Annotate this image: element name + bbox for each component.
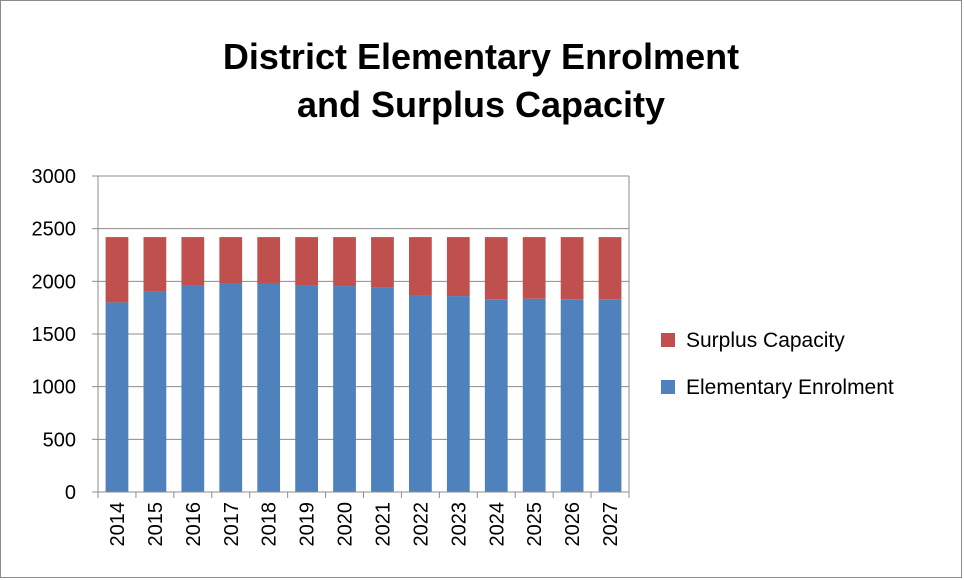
y-tick-label-2000: 2000 <box>32 271 77 293</box>
bar-surplus-2019 <box>295 237 318 286</box>
grid-lines <box>98 175 629 440</box>
bar-surplus-2024 <box>484 237 508 300</box>
y-tick-label-3000: 3000 <box>32 166 77 188</box>
bar-enrolment-2020 <box>333 286 356 492</box>
x-tick-label-2014: 2014 <box>107 502 129 547</box>
x-tick-label-2027: 2027 <box>600 502 622 547</box>
bar-surplus-2025 <box>522 237 546 299</box>
x-tick-label-2020: 2020 <box>335 502 357 547</box>
bars <box>105 237 622 492</box>
x-tick-label-2015: 2015 <box>145 502 167 547</box>
bar-surplus-2026 <box>560 237 584 300</box>
legend-surplus-label: Surplus Capacity <box>686 329 845 352</box>
y-tick-labels: 0 500 1000 1500 2000 2500 3000 <box>32 166 77 504</box>
x-tick-label-2019: 2019 <box>297 502 319 547</box>
y-tick-label-500: 500 <box>43 429 76 451</box>
x-tick-label-2023: 2023 <box>448 502 470 547</box>
axes <box>92 175 630 498</box>
bar-surplus-2022 <box>409 237 432 296</box>
bar-surplus-2018 <box>257 237 281 284</box>
x-tick-label-2021: 2021 <box>372 502 394 547</box>
bar-surplus-2017 <box>219 237 243 284</box>
x-tick-label-2016: 2016 <box>183 502 205 547</box>
x-tick-label-2025: 2025 <box>524 502 546 547</box>
bar-enrolment-2023 <box>446 296 470 492</box>
legend: Surplus Capacity Elementary Enrolment <box>661 329 894 399</box>
bar-enrolment-2017 <box>219 283 243 492</box>
bar-enrolment-2014 <box>105 302 129 492</box>
bar-surplus-2027 <box>598 237 622 300</box>
chart-title-line-2: and Surplus Capacity <box>296 84 666 125</box>
legend-enrolment-label: Elementary Enrolment <box>686 376 894 399</box>
bar-surplus-2014 <box>105 237 129 303</box>
x-tick-label-2018: 2018 <box>259 502 281 547</box>
bar-enrolment-2025 <box>522 298 546 492</box>
bar-enrolment-2019 <box>295 285 318 492</box>
chart-title: District Elementary Enrolment and Surplu… <box>121 33 841 129</box>
bar-enrolment-2018 <box>257 283 281 492</box>
bar-surplus-2015 <box>143 237 167 292</box>
y-tick-label-2500: 2500 <box>32 219 77 241</box>
legend-surplus-swatch <box>661 333 675 347</box>
bar-enrolment-2021 <box>371 287 394 492</box>
x-tick-label-2024: 2024 <box>486 502 508 547</box>
x-tick-label-2022: 2022 <box>410 502 432 547</box>
bar-surplus-2016 <box>181 237 205 286</box>
bar-enrolment-2026 <box>560 299 584 492</box>
chart-title-line-1: District Elementary Enrolment <box>222 36 740 77</box>
bar-enrolment-2016 <box>181 285 205 492</box>
x-tick-labels: 2014 2015 2016 2017 2018 2019 2020 2021 2022 2023… <box>107 502 622 547</box>
bar-surplus-2021 <box>371 237 394 288</box>
y-tick-label-0: 0 <box>65 482 76 504</box>
bar-surplus-2023 <box>446 237 470 297</box>
bar-enrolment-2015 <box>143 291 167 492</box>
y-tick-label-1000: 1000 <box>32 377 77 399</box>
bar-surplus-2020 <box>333 237 356 287</box>
legend-enrolment-swatch <box>661 380 675 394</box>
bar-enrolment-2022 <box>409 295 432 492</box>
y-tick-label-1500: 1500 <box>32 324 77 346</box>
x-tick-label-2017: 2017 <box>221 502 243 547</box>
bar-enrolment-2024 <box>484 299 508 492</box>
bar-enrolment-2027 <box>598 299 622 492</box>
x-tick-label-2026: 2026 <box>562 502 584 547</box>
